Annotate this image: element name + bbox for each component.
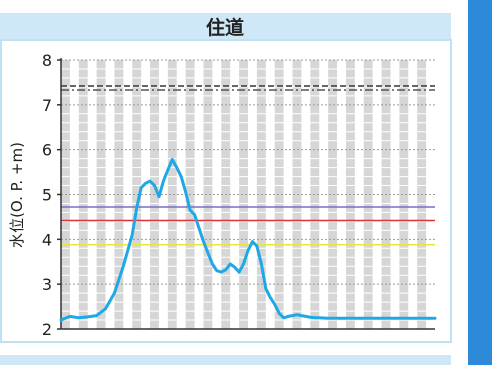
grid-band [328,60,338,329]
chart-title: 住道 [206,16,244,39]
y-tick-label: 4 [42,230,52,249]
grid-band [399,60,409,329]
y-axis-label: 水位(O. P. +m) [8,142,26,248]
grid-band [274,60,284,329]
y-tick-label: 6 [42,141,52,160]
panel-border [0,39,452,343]
y-tick-label: 7 [42,96,52,115]
grid-band [167,60,177,329]
scrollbar-thumb[interactable] [468,0,492,365]
y-tick-label: 2 [42,320,52,339]
plot-area: 2 3 4 5 6 7 8 [42,51,437,339]
vertical-scrollbar[interactable] [458,0,494,365]
y-tick-label: 8 [42,51,52,70]
grid-band [239,60,248,329]
header-bar [0,13,451,40]
grid-band [132,60,142,329]
grid-band [78,60,88,329]
grid-band [363,60,373,329]
y-tick-label: 5 [42,186,52,205]
next-panel-header [0,355,451,365]
grid-band [203,60,213,329]
grid-band [292,60,302,329]
series-line [59,158,437,322]
y-tick-label: 3 [42,275,52,294]
